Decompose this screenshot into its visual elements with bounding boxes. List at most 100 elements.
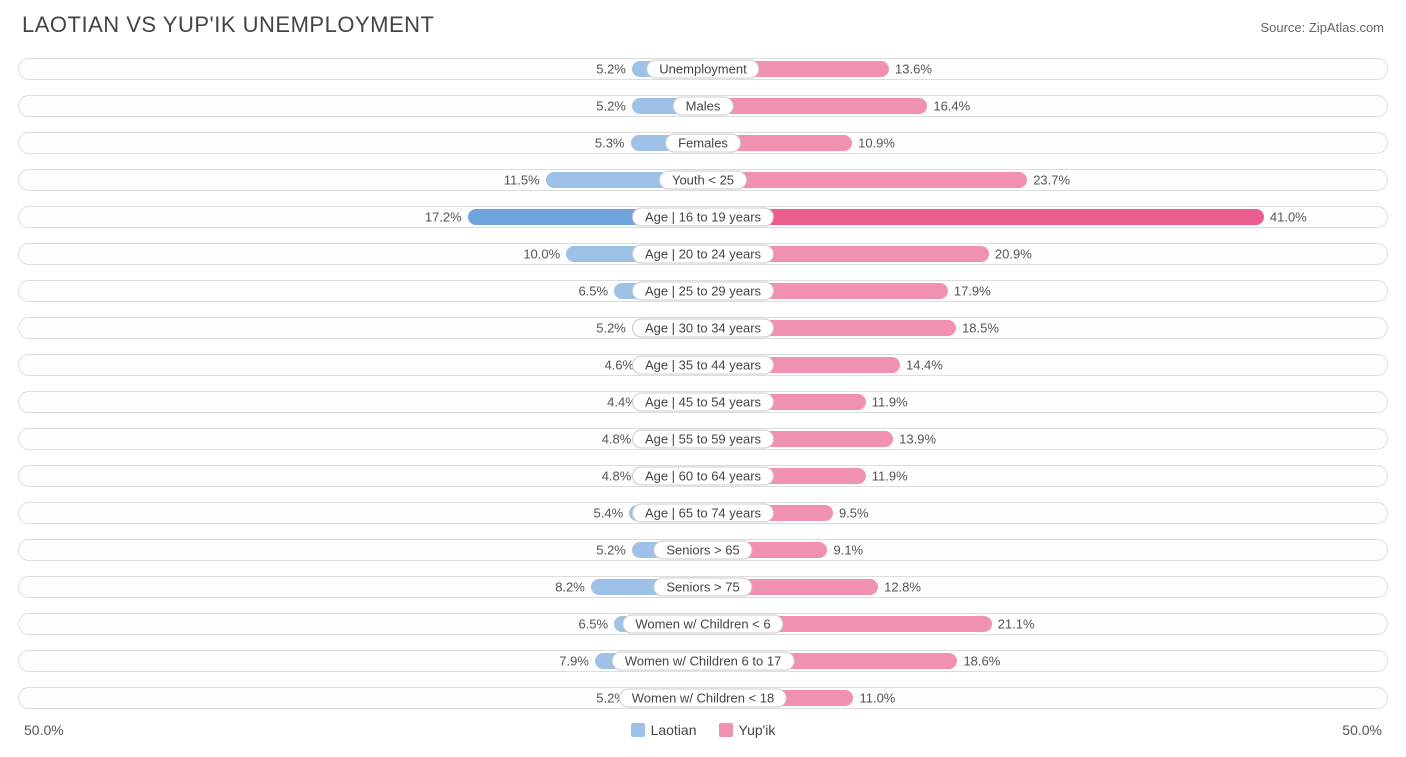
value-label-right: 18.5%	[962, 320, 999, 335]
category-label: Seniors > 65	[653, 540, 752, 559]
category-label: Women w/ Children 6 to 17	[612, 651, 795, 670]
bar-track: 10.0% 20.9% Age | 20 to 24 years	[18, 243, 1388, 265]
bar-track: 4.6% 14.4% Age | 35 to 44 years	[18, 354, 1388, 376]
value-label-left: 5.2%	[596, 320, 626, 335]
value-label-left: 5.2%	[596, 61, 626, 76]
bar-track: 6.5% 17.9% Age | 25 to 29 years	[18, 280, 1388, 302]
bar-track: 5.2% 13.6% Unemployment	[18, 58, 1388, 80]
category-label: Women w/ Children < 18	[619, 688, 787, 707]
bar-track: 5.2% 16.4% Males	[18, 95, 1388, 117]
category-label: Age | 55 to 59 years	[632, 429, 774, 448]
value-label-left: 4.8%	[602, 431, 632, 446]
category-label: Age | 35 to 44 years	[632, 355, 774, 374]
chart-header: LAOTIAN VS YUP'IK UNEMPLOYMENT Source: Z…	[18, 12, 1388, 38]
chart-row: 10.0% 20.9% Age | 20 to 24 years	[18, 237, 1388, 270]
value-label-right: 9.1%	[833, 542, 863, 557]
value-label-right: 23.7%	[1033, 172, 1070, 187]
category-label: Age | 30 to 34 years	[632, 318, 774, 337]
chart-axis: 50.0% Laotian Yup'ik 50.0%	[18, 722, 1388, 738]
chart-row: 5.4% 9.5% Age | 65 to 74 years	[18, 496, 1388, 529]
bar-track: 4.8% 13.9% Age | 55 to 59 years	[18, 428, 1388, 450]
category-label: Age | 20 to 24 years	[632, 244, 774, 263]
value-label-left: 5.2%	[596, 542, 626, 557]
chart-row: 4.6% 14.4% Age | 35 to 44 years	[18, 348, 1388, 381]
value-label-left: 4.6%	[604, 357, 634, 372]
category-label: Age | 60 to 64 years	[632, 466, 774, 485]
bar-track: 4.4%11.9%Age | 45 to 54 years	[18, 391, 1388, 413]
chart-row: 5.2% 16.4% Males	[18, 89, 1388, 122]
value-label-left: 8.2%	[555, 579, 585, 594]
chart-row: 11.5% 23.7% Youth < 25	[18, 163, 1388, 196]
category-label: Age | 16 to 19 years	[632, 207, 774, 226]
bar-right	[703, 98, 927, 114]
category-label: Unemployment	[646, 59, 759, 78]
chart-row: 5.3% 10.9% Females	[18, 126, 1388, 159]
chart-row: 6.5%21.1%Women w/ Children < 6	[18, 607, 1388, 640]
axis-left-label: 50.0%	[24, 722, 64, 738]
bar-track: 4.8% 11.9% Age | 60 to 64 years	[18, 465, 1388, 487]
chart-row: 5.2%11.0%Women w/ Children < 18	[18, 681, 1388, 714]
category-label: Age | 45 to 54 years	[632, 392, 774, 411]
chart-row: 4.8% 11.9% Age | 60 to 64 years	[18, 459, 1388, 492]
value-label-right: 9.5%	[839, 505, 869, 520]
bar-track: 8.2%12.8%Seniors > 75	[18, 576, 1388, 598]
chart-row: 8.2%12.8%Seniors > 75	[18, 570, 1388, 603]
chart-row: 17.2% 41.0% Age | 16 to 19 years	[18, 200, 1388, 233]
value-label-right: 11.9%	[872, 394, 908, 409]
value-label-left: 7.9%	[559, 653, 589, 668]
chart-title: LAOTIAN VS YUP'IK UNEMPLOYMENT	[22, 12, 434, 38]
value-label-left: 5.4%	[594, 505, 624, 520]
category-label: Males	[673, 96, 734, 115]
value-label-right: 21.1%	[998, 616, 1035, 631]
chart-row: 5.2% 18.5% Age | 30 to 34 years	[18, 311, 1388, 344]
bar-track: 5.2% 9.1% Seniors > 65	[18, 539, 1388, 561]
legend-item-left: Laotian	[631, 722, 697, 738]
value-label-right: 14.4%	[906, 357, 943, 372]
value-label-left: 4.8%	[602, 468, 632, 483]
diverging-bar-chart: 5.2% 13.6% Unemployment 5.2% 16.4% Males 5.3% 1…	[18, 52, 1388, 714]
bar-right	[703, 209, 1264, 225]
legend-swatch-left	[631, 723, 645, 737]
bar-track: 11.5% 23.7% Youth < 25	[18, 169, 1388, 191]
value-label-right: 11.0%	[859, 690, 895, 705]
chart-row: 5.2% 9.1% Seniors > 65	[18, 533, 1388, 566]
legend-swatch-right	[719, 723, 733, 737]
value-label-left: 5.3%	[595, 135, 625, 150]
chart-row: 4.8% 13.9% Age | 55 to 59 years	[18, 422, 1388, 455]
bar-right	[703, 172, 1027, 188]
value-label-right: 17.9%	[954, 283, 991, 298]
bar-track: 5.2%11.0%Women w/ Children < 18	[18, 687, 1388, 709]
legend-item-right: Yup'ik	[719, 722, 776, 738]
bar-track: 6.5%21.1%Women w/ Children < 6	[18, 613, 1388, 635]
bar-track: 5.2% 18.5% Age | 30 to 34 years	[18, 317, 1388, 339]
axis-right-label: 50.0%	[1342, 722, 1382, 738]
bar-track: 5.4% 9.5% Age | 65 to 74 years	[18, 502, 1388, 524]
value-label-left: 17.2%	[425, 209, 462, 224]
category-label: Women w/ Children < 6	[622, 614, 783, 633]
value-label-right: 11.9%	[872, 468, 908, 483]
chart-row: 4.4%11.9%Age | 45 to 54 years	[18, 385, 1388, 418]
value-label-left: 5.2%	[596, 98, 626, 113]
value-label-right: 16.4%	[933, 98, 970, 113]
bar-track: 17.2% 41.0% Age | 16 to 19 years	[18, 206, 1388, 228]
value-label-right: 13.9%	[899, 431, 936, 446]
chart-row: 5.2% 13.6% Unemployment	[18, 52, 1388, 85]
value-label-left: 10.0%	[523, 246, 560, 261]
bar-track: 7.9% 18.6% Women w/ Children 6 to 17	[18, 650, 1388, 672]
chart-legend: Laotian Yup'ik	[631, 722, 776, 738]
category-label: Seniors > 75	[653, 577, 752, 596]
chart-row: 6.5% 17.9% Age | 25 to 29 years	[18, 274, 1388, 307]
value-label-right: 13.6%	[895, 61, 932, 76]
category-label: Age | 25 to 29 years	[632, 281, 774, 300]
legend-label-right: Yup'ik	[739, 722, 776, 738]
value-label-right: 10.9%	[858, 135, 895, 150]
category-label: Youth < 25	[659, 170, 747, 189]
legend-label-left: Laotian	[651, 722, 697, 738]
value-label-right: 41.0%	[1270, 209, 1307, 224]
value-label-right: 18.6%	[963, 653, 1000, 668]
value-label-right: 20.9%	[995, 246, 1032, 261]
category-label: Age | 65 to 74 years	[632, 503, 774, 522]
value-label-left: 6.5%	[578, 283, 608, 298]
value-label-left: 11.5%	[504, 172, 540, 187]
category-label: Females	[665, 133, 741, 152]
